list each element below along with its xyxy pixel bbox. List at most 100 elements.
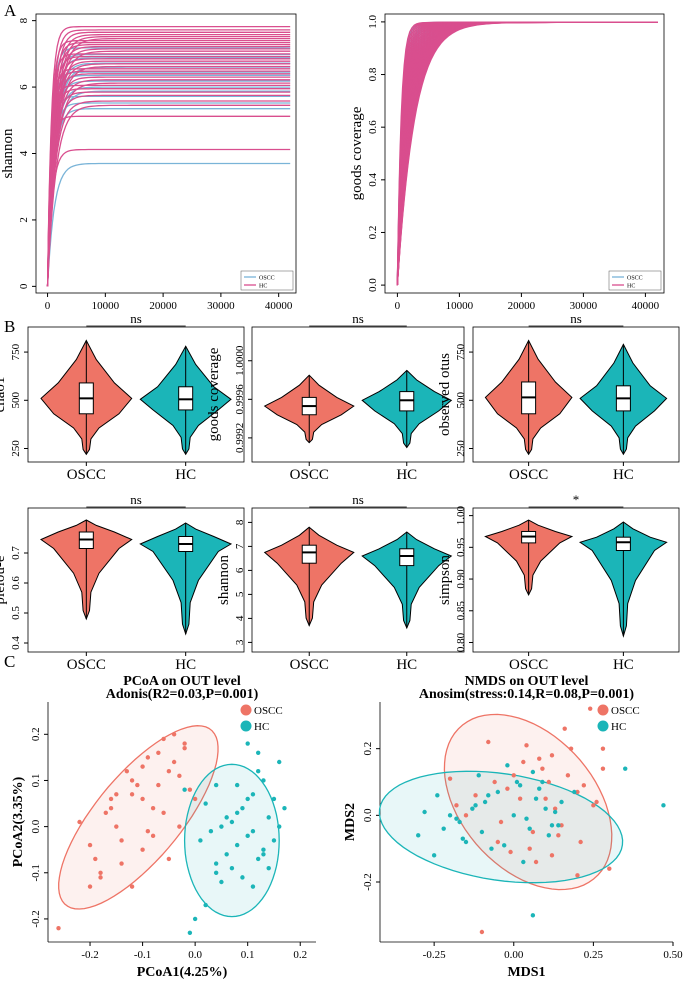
oscc-rarefaction-line <box>396 21 658 286</box>
hc-point <box>517 783 523 788</box>
oscc-point <box>546 779 551 785</box>
oscc-point <box>537 756 542 761</box>
legend-dot-oscc <box>597 704 609 716</box>
panel-label-c: C <box>4 652 15 671</box>
oscc-point <box>171 759 177 765</box>
hc-rarefaction-line <box>396 21 658 286</box>
hc-point <box>255 856 261 862</box>
oscc-point <box>568 746 574 751</box>
hc-rarefaction-line <box>46 148 291 287</box>
y-tick-label: 0.85 <box>455 601 467 621</box>
hc-rarefaction-line <box>46 100 291 287</box>
oscc-rarefaction-line <box>396 21 658 286</box>
hc-point <box>224 852 229 857</box>
oscc-rarefaction-line <box>396 21 658 286</box>
hc-point <box>537 786 542 791</box>
oscc-point <box>161 736 166 742</box>
oscc-point <box>182 745 187 751</box>
oscc-point <box>533 859 539 865</box>
hc-point <box>229 819 235 825</box>
plot-frame <box>251 507 465 653</box>
x-tick-label: HC <box>175 467 196 483</box>
hc-point <box>224 815 229 820</box>
oscc-ellipse <box>443 713 613 891</box>
hc-rarefaction-line <box>396 21 658 286</box>
y-tick-label: 3 <box>234 639 246 645</box>
y-tick-label: 250 <box>10 440 22 457</box>
significance-label: * <box>573 492 580 507</box>
oscc-point <box>145 755 151 760</box>
violin-panel-chao1: 250 500 750 chao1 OSCC HC ns <box>0 311 245 483</box>
hc-point <box>511 813 516 818</box>
hc-point <box>255 750 261 755</box>
oscc-rarefaction-line <box>396 21 658 286</box>
oscc-point <box>492 779 497 785</box>
oscc-point <box>166 769 172 774</box>
hc-point <box>431 853 437 858</box>
hc-point <box>527 826 532 831</box>
oscc-point <box>103 810 109 815</box>
hc-point <box>240 875 245 880</box>
hc-rarefaction-line <box>46 39 291 287</box>
y-tick-label: 0.7 <box>10 546 22 560</box>
x-tick-label: OSCC <box>290 657 329 673</box>
hc-point <box>479 829 485 835</box>
y-tick-label: 2 <box>18 217 30 223</box>
oscc-rarefaction-line <box>396 21 658 286</box>
hc-point <box>482 799 488 805</box>
hc-point <box>559 799 564 805</box>
oscc-point <box>150 805 156 811</box>
y-axis-label: shannon <box>0 128 16 178</box>
hc-point <box>524 816 529 821</box>
oscc-point <box>166 856 172 862</box>
x-tick-label: 10000 <box>92 300 120 312</box>
oscc-rarefaction-line <box>396 21 658 286</box>
violin-panel-simpson: 0.80 0.85 0.90 0.95 1.00 simpson OSCC HC * <box>437 492 680 673</box>
hc-ellipse <box>183 763 280 918</box>
oscc-point <box>578 839 583 845</box>
hc-point <box>203 902 208 908</box>
y-tick-label: 4 <box>234 615 246 621</box>
y-tick-label: 0.9992 <box>234 423 246 453</box>
hc-rarefaction-line <box>396 21 658 286</box>
chart-title: PCoA on OUT level <box>123 674 241 689</box>
oscc-point <box>177 824 182 829</box>
hc-point <box>463 839 469 845</box>
y-axis-label: shannon <box>216 555 232 605</box>
hc-rarefaction-line <box>46 73 291 287</box>
oscc-point <box>129 792 135 797</box>
hc-point <box>454 816 459 821</box>
legend-dot-hc <box>597 720 609 732</box>
oscc-rarefaction-line <box>396 21 658 286</box>
hc-point <box>219 879 224 885</box>
legend-dot-hc <box>240 720 252 732</box>
plot-frame <box>384 13 665 294</box>
y-tick-label: -0.1 <box>30 864 42 881</box>
oscc-point <box>575 789 580 795</box>
y-tick-label: 0.6 <box>367 120 379 134</box>
plot-frame <box>472 507 680 653</box>
legend-label-hc: HC <box>627 284 635 290</box>
plot-frame <box>27 326 245 463</box>
hc-rarefaction-line <box>46 48 291 287</box>
hc-point <box>240 805 245 811</box>
oscc-point <box>549 753 555 758</box>
hc-point <box>546 833 551 838</box>
y-tick-label: 5 <box>234 591 246 597</box>
y-tick-label: 500 <box>10 392 22 409</box>
oscc-rarefaction-line <box>396 21 658 286</box>
x-tick-label: 30000 <box>207 300 235 312</box>
y-tick-label: 0.0 <box>362 808 374 822</box>
hc-rarefaction-line <box>396 21 658 286</box>
oscc-rarefaction-line <box>396 21 658 286</box>
hc-point <box>277 824 282 829</box>
x-tick-label: HC <box>613 467 634 483</box>
hc-rarefaction-line <box>46 115 291 287</box>
oscc-point <box>486 739 491 745</box>
oscc-point <box>87 884 93 889</box>
hc-point <box>234 842 240 848</box>
x-tick-label: HC <box>396 657 417 673</box>
legend-label-oscc: OSCC <box>627 276 643 282</box>
